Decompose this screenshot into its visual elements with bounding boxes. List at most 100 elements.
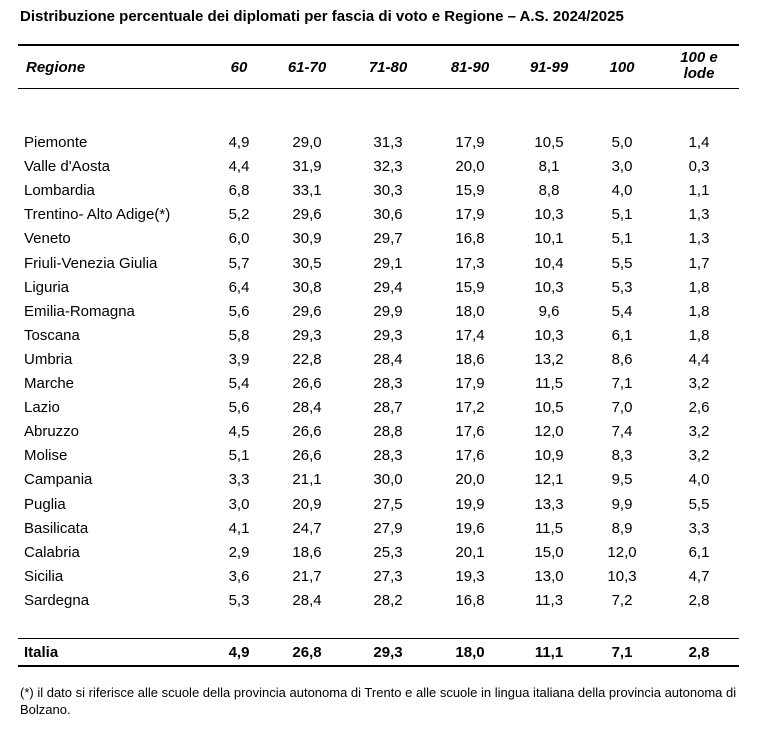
table-row: Abruzzo 4,5 26,6 28,8 17,6 12,0 7,4 3,2 — [18, 421, 739, 443]
total-value: 26,8 — [292, 644, 322, 661]
table-cell: 1,1 — [688, 182, 710, 200]
table-cell: 17,6 — [455, 447, 485, 465]
table-cell: 17,6 — [455, 423, 485, 441]
table-cell: 5,5 — [611, 254, 633, 272]
table-cell: 16,8 — [455, 230, 485, 248]
table-cell: 10,1 — [534, 230, 564, 248]
table-cell: 5,5 — [688, 495, 710, 513]
table-cell: 3,2 — [688, 423, 710, 441]
table-cell: 5,4 — [611, 302, 633, 320]
region-name: Sicilia — [24, 567, 64, 585]
table-cell: 17,9 — [455, 206, 485, 224]
table-cell: 29,7 — [373, 230, 403, 248]
region-name: Campania — [24, 471, 93, 489]
header-col-61-70: 61-70 — [287, 59, 327, 76]
table-cell: 29,0 — [292, 134, 322, 151]
table-cell: 6,4 — [228, 278, 250, 296]
table-cell: 3,0 — [228, 495, 250, 513]
table-cell: 9,6 — [538, 302, 560, 320]
total-value: 18,0 — [455, 644, 485, 661]
table-cell: 1,7 — [688, 254, 710, 272]
region-name: Toscana — [24, 326, 80, 344]
table-cell: 2,9 — [228, 543, 250, 561]
table-cell: 20,9 — [292, 495, 322, 513]
table-row: Lazio 5,6 28,4 28,7 17,2 10,5 7,0 2,6 — [18, 397, 739, 419]
table-cell: 30,3 — [373, 182, 403, 200]
table-cell: 19,9 — [455, 495, 485, 513]
table-cell: 9,9 — [611, 495, 633, 513]
header-col-91-99: 91-99 — [529, 59, 569, 76]
table-cell: 3,6 — [228, 567, 250, 585]
table-cell: 17,3 — [455, 254, 485, 272]
total-top-rule — [18, 638, 739, 639]
table-cell: 30,0 — [373, 471, 403, 489]
header-col-71-80: 71-80 — [368, 59, 408, 76]
region-name: Umbria — [24, 350, 73, 368]
table-cell: 29,6 — [292, 206, 322, 224]
table-cell: 18,6 — [455, 350, 485, 368]
table-cell: 15,9 — [455, 182, 485, 200]
region-name: Molise — [24, 447, 68, 465]
table-cell: 15,9 — [455, 278, 485, 296]
table-cell: 5,4 — [228, 375, 250, 392]
table-cell: 8,6 — [611, 350, 633, 368]
table-cell: 17,9 — [455, 134, 485, 151]
table-cell: 28,2 — [373, 591, 403, 609]
table-cell: 6,1 — [688, 543, 710, 561]
table-cell: 13,0 — [534, 567, 564, 585]
table-row: Veneto 6,0 30,9 29,7 16,8 10,1 5,1 1,3 — [18, 228, 739, 250]
table-cell: 5,3 — [228, 591, 250, 609]
table-cell: 20,0 — [455, 471, 485, 489]
table-cell: 1,4 — [688, 134, 710, 151]
header-col-60: 60 — [230, 59, 248, 76]
table-cell: 8,9 — [611, 519, 633, 537]
table-cell: 11,5 — [534, 375, 564, 392]
table-cell: 4,1 — [228, 519, 250, 537]
table-cell: 27,5 — [373, 495, 403, 513]
table-cell: 10,4 — [534, 254, 564, 272]
table-cell: 3,3 — [688, 519, 710, 537]
table-cell: 21,7 — [292, 567, 322, 585]
region-name: Valle d'Aosta — [24, 158, 110, 176]
table-cell: 0,3 — [688, 158, 710, 176]
table-cell: 26,6 — [292, 375, 322, 392]
table-cell: 1,8 — [688, 302, 710, 320]
table-cell: 30,8 — [292, 278, 322, 296]
table-cell: 24,7 — [292, 519, 322, 537]
total-region: Italia — [24, 644, 59, 661]
table-row: Calabria 2,9 18,6 25,3 20,1 15,0 12,0 6,1 — [18, 542, 739, 564]
total-value: 2,8 — [688, 644, 710, 661]
table-cell: 21,1 — [292, 471, 322, 489]
table-cell: 29,3 — [292, 326, 322, 344]
table-cell: 5,8 — [228, 326, 250, 344]
table-cell: 3,0 — [611, 158, 633, 176]
table-cell: 32,3 — [373, 158, 403, 176]
table-row: Puglia 3,0 20,9 27,5 19,9 13,3 9,9 5,5 — [18, 494, 739, 516]
table-cell: 5,1 — [611, 206, 633, 224]
table-cell: 12,1 — [534, 471, 564, 489]
total-value: 29,3 — [373, 644, 403, 661]
table-row: Lombardia 6,8 33,1 30,3 15,9 8,8 4,0 1,1 — [18, 180, 739, 202]
table-cell: 11,3 — [534, 591, 564, 609]
table-cell: 6,8 — [228, 182, 250, 200]
table-cell: 28,4 — [292, 399, 322, 417]
header-bottom-rule — [18, 88, 739, 89]
table-cell: 10,3 — [534, 206, 564, 224]
total-value: 4,9 — [228, 644, 250, 661]
region-name: Marche — [24, 375, 75, 392]
footnote: (*) il dato si riferisce alle scuole del… — [20, 685, 737, 717]
table-cell: 12,0 — [534, 423, 564, 441]
table-cell: 3,9 — [228, 350, 250, 368]
table-cell: 28,4 — [373, 350, 403, 368]
header-col-100-lode: 100 e lode — [680, 49, 718, 82]
table-cell: 27,9 — [373, 519, 403, 537]
region-name: Veneto — [24, 230, 71, 248]
table-cell: 19,3 — [455, 567, 485, 585]
table-row: Basilicata 4,1 24,7 27,9 19,6 11,5 8,9 3,3 — [18, 518, 739, 540]
table-row: Valle d'Aosta 4,4 31,9 32,3 20,0 8,1 3,0 0,3 — [18, 156, 739, 178]
table-row: Emilia-Romagna 5,6 29,6 29,9 18,0 9,6 5,4 1,8 — [18, 301, 739, 323]
region-name: Calabria — [24, 543, 80, 561]
table-cell: 1,3 — [688, 230, 710, 248]
table-cell: 7,4 — [611, 423, 633, 441]
table-cell: 7,0 — [611, 399, 633, 417]
